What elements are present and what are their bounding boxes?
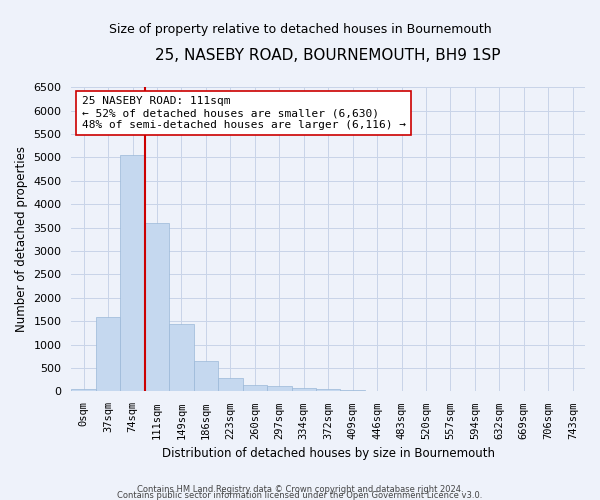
Bar bbox=[194, 361, 218, 392]
Bar bbox=[71, 389, 96, 392]
Bar bbox=[169, 324, 194, 392]
Bar bbox=[145, 223, 169, 392]
Bar bbox=[267, 386, 292, 392]
Bar bbox=[96, 316, 121, 392]
X-axis label: Distribution of detached houses by size in Bournemouth: Distribution of detached houses by size … bbox=[162, 447, 495, 460]
Bar bbox=[316, 389, 340, 392]
Bar bbox=[292, 388, 316, 392]
Bar bbox=[340, 390, 365, 392]
Bar bbox=[218, 378, 242, 392]
Text: Contains HM Land Registry data © Crown copyright and database right 2024.: Contains HM Land Registry data © Crown c… bbox=[137, 484, 463, 494]
Title: 25, NASEBY ROAD, BOURNEMOUTH, BH9 1SP: 25, NASEBY ROAD, BOURNEMOUTH, BH9 1SP bbox=[155, 48, 501, 62]
Text: Size of property relative to detached houses in Bournemouth: Size of property relative to detached ho… bbox=[109, 22, 491, 36]
Text: Contains public sector information licensed under the Open Government Licence v3: Contains public sector information licen… bbox=[118, 490, 482, 500]
Text: 25 NASEBY ROAD: 111sqm
← 52% of detached houses are smaller (6,630)
48% of semi-: 25 NASEBY ROAD: 111sqm ← 52% of detached… bbox=[82, 96, 406, 130]
Y-axis label: Number of detached properties: Number of detached properties bbox=[15, 146, 28, 332]
Bar bbox=[242, 385, 267, 392]
Bar bbox=[121, 155, 145, 392]
